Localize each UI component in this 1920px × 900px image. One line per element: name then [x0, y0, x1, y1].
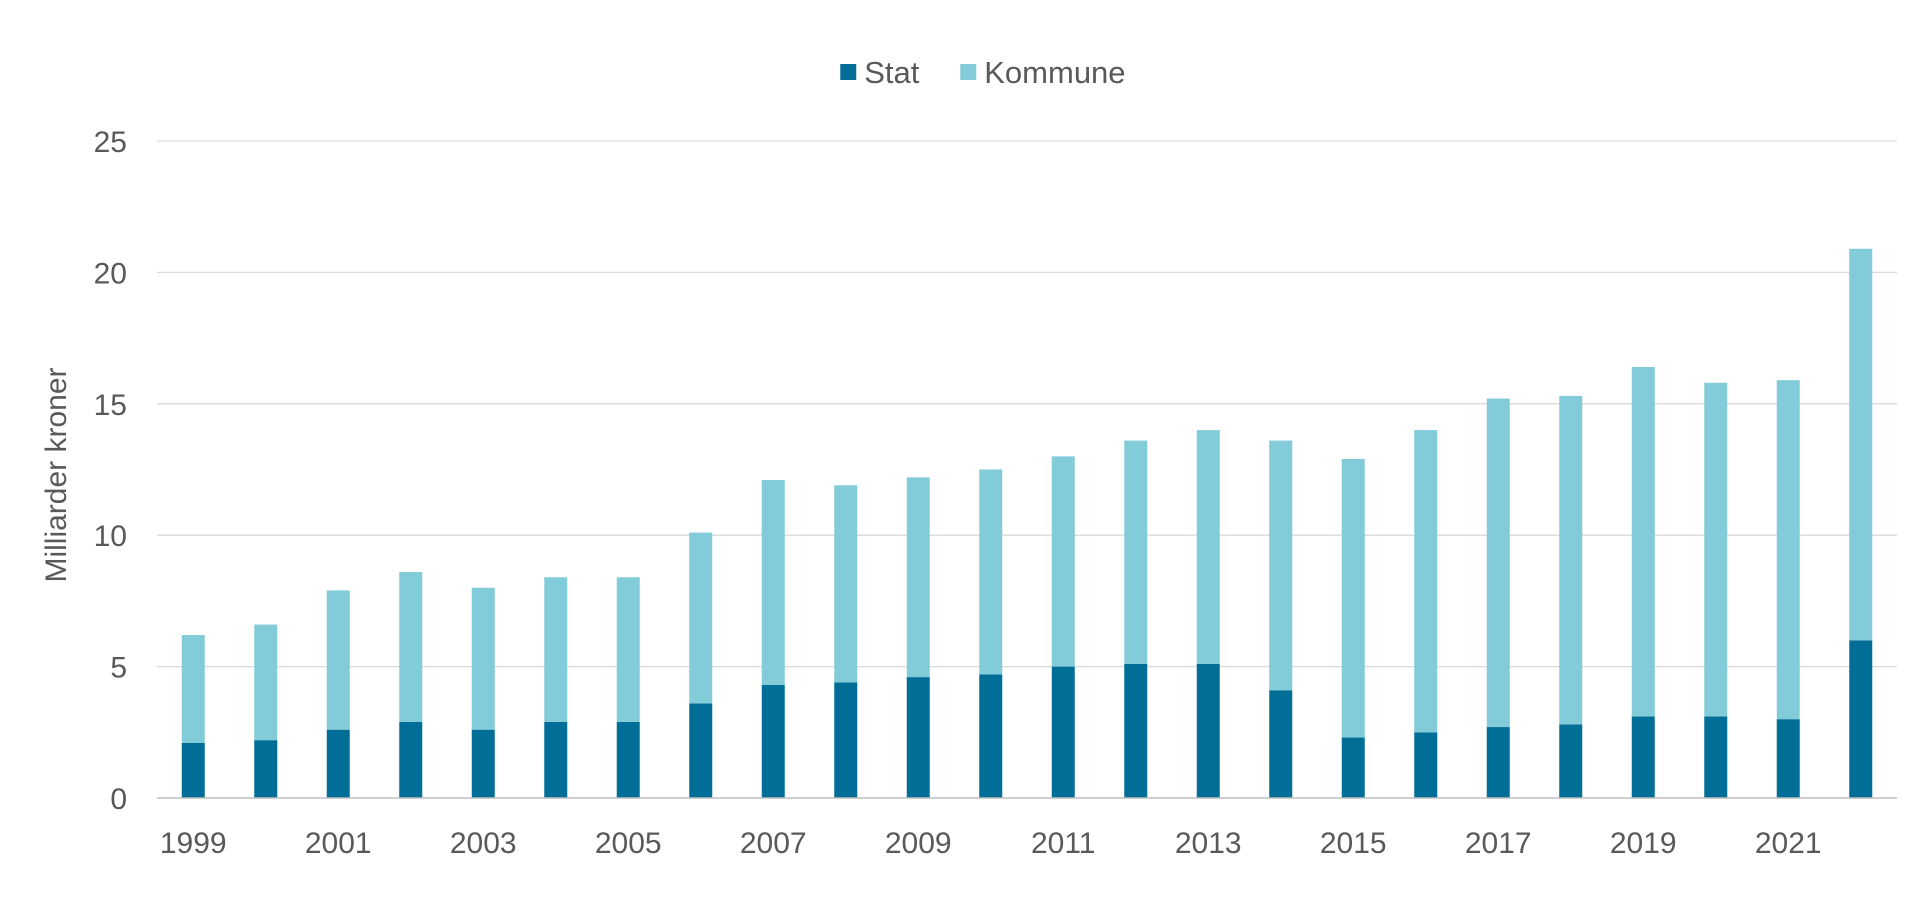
x-tick-label: 2001	[305, 827, 372, 860]
x-tick-label: 2015	[1320, 827, 1387, 860]
bar-stat-2009	[906, 677, 930, 798]
bar-stat-2002	[399, 721, 423, 798]
legend-label-stat: Stat	[864, 55, 920, 90]
x-tick-label: 2011	[1031, 827, 1096, 860]
legend-swatch-kommune	[960, 64, 977, 80]
x-tick-label: 2007	[740, 827, 807, 860]
x-tick-label: 2021	[1755, 827, 1822, 860]
bar-kommune-2012	[1124, 440, 1148, 664]
bars	[181, 248, 1873, 798]
bar-kommune-2019	[1631, 367, 1655, 717]
y-tick-labels: 0 5 10 15 20 25	[94, 126, 127, 816]
legend-swatch-stat	[840, 64, 857, 80]
bar-stat-2001	[326, 729, 350, 798]
bar-kommune-2010	[979, 469, 1003, 675]
y-tick-label: 20	[94, 257, 127, 290]
bar-stat-2006	[689, 703, 713, 798]
bar-kommune-2001	[326, 590, 350, 730]
bar-kommune-2003	[471, 587, 495, 730]
legend: Stat Kommune	[840, 55, 1126, 90]
gridlines	[157, 140, 1897, 668]
bar-kommune-2018	[1559, 395, 1583, 725]
y-tick-label: 15	[94, 389, 127, 422]
bar-kommune-2013	[1196, 430, 1220, 664]
bar-kommune-2004	[544, 577, 568, 722]
bar-kommune-2011	[1051, 456, 1075, 667]
bar-kommune-2015	[1341, 458, 1365, 738]
x-tick-label: 2003	[450, 827, 517, 860]
bar-kommune-2007	[761, 480, 785, 685]
bar-stat-2014	[1269, 690, 1293, 798]
bar-kommune-1999	[181, 635, 205, 743]
bar-stat-2018	[1559, 724, 1583, 798]
x-tick-label: 1999	[160, 827, 227, 860]
bar-kommune-2016	[1414, 430, 1438, 733]
y-tick-label: 5	[110, 652, 127, 685]
y-tick-label: 25	[94, 126, 127, 159]
bar-stat-2008	[834, 682, 858, 798]
bar-kommune-2006	[689, 532, 713, 704]
bar-stat-2021	[1776, 719, 1800, 798]
bar-stat-2007	[761, 684, 785, 798]
bar-stat-1999	[181, 742, 205, 798]
legend-label-kommune: Kommune	[984, 55, 1125, 90]
x-tick-labels: 1999 2001 2003 2005 2007 2009 2011 2013 2015 2017…	[160, 827, 1822, 860]
x-tick-label: 2017	[1465, 827, 1532, 860]
bar-kommune-2009	[906, 477, 930, 678]
x-tick-label: 2013	[1175, 827, 1242, 860]
bar-stat-2022	[1849, 640, 1873, 798]
bar-kommune-2014	[1269, 440, 1293, 691]
bar-stat-2004	[544, 721, 568, 798]
bar-stat-2013	[1196, 663, 1220, 798]
y-tick-label: 10	[94, 520, 127, 553]
x-tick-label: 2019	[1610, 827, 1677, 860]
bar-stat-2017	[1486, 727, 1510, 798]
y-tick-label: 0	[110, 783, 127, 816]
bar-stat-2015	[1341, 737, 1365, 798]
bar-kommune-2022	[1849, 248, 1873, 641]
x-tick-label: 2005	[595, 827, 662, 860]
y-axis-label: Milliarder kroner	[40, 367, 73, 582]
bar-stat-2019	[1631, 716, 1655, 798]
bar-kommune-2021	[1776, 380, 1800, 720]
bar-stat-2005	[616, 721, 640, 798]
bar-stat-2011	[1051, 666, 1075, 798]
bar-stat-2000	[254, 740, 278, 798]
bar-stat-2012	[1124, 663, 1148, 798]
bar-stat-2010	[979, 674, 1003, 798]
bar-kommune-2017	[1486, 398, 1510, 728]
bar-stat-2020	[1704, 716, 1728, 798]
bar-kommune-2005	[616, 577, 640, 722]
bar-kommune-2008	[834, 485, 858, 683]
bar-kommune-2000	[254, 624, 278, 741]
bar-stat-2016	[1414, 732, 1438, 798]
bar-kommune-2002	[399, 571, 423, 722]
x-tick-label: 2009	[885, 827, 952, 860]
bar-stat-2003	[471, 729, 495, 798]
bar-kommune-2020	[1704, 382, 1728, 717]
